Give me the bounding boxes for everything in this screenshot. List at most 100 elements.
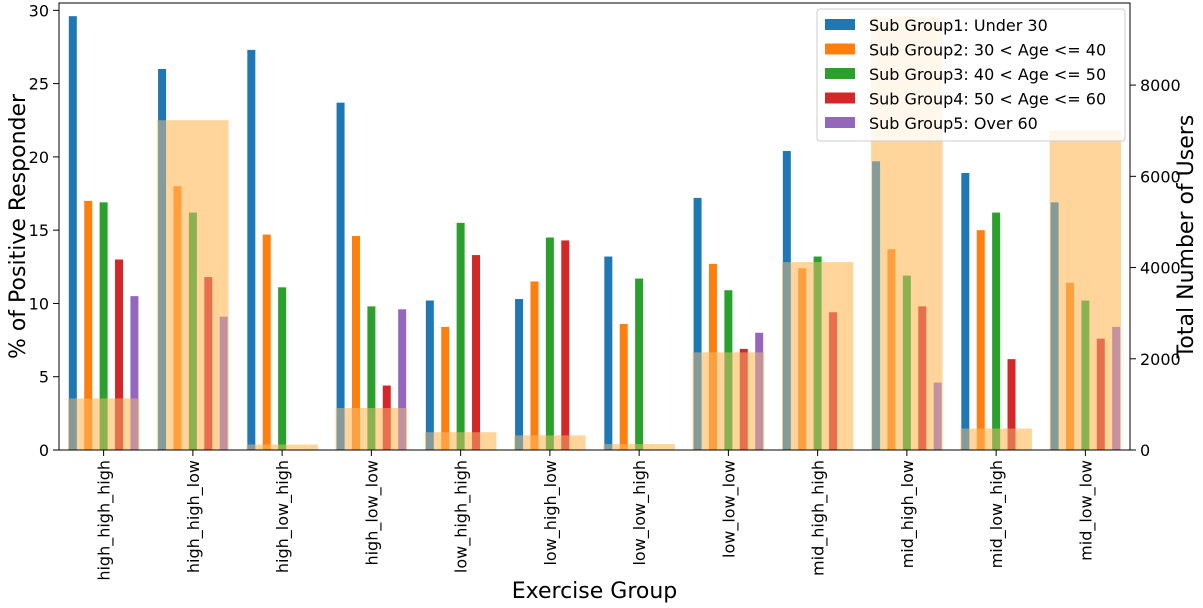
bar-series-2	[976, 230, 985, 450]
bar-series-2	[619, 323, 628, 450]
bar-series-4	[472, 255, 481, 450]
bar-series-4	[739, 348, 748, 450]
bar-series-1	[515, 299, 524, 450]
bar-series-2	[530, 281, 539, 450]
bar-series-3	[813, 256, 822, 450]
bar-series-1	[68, 16, 77, 451]
bar-series-5	[755, 332, 764, 450]
bar-series-1	[604, 256, 613, 450]
bar-series-5	[933, 382, 942, 450]
legend-label: Sub Group4: 50 < Age <= 60	[869, 90, 1106, 109]
y-axis-right: 0 2000 4000 6000 8000	[1130, 76, 1181, 460]
bar-series-1	[425, 300, 434, 450]
bar-series-2	[173, 186, 182, 450]
legend-box	[816, 8, 1126, 142]
bar-series-4	[115, 259, 124, 450]
bar-series-1	[336, 102, 345, 450]
legend: Sub Group1: Under 30 Sub Group2: 30 < Age…	[816, 8, 1126, 142]
y-tick-label: 30	[29, 1, 49, 20]
x-axis-title: Exercise Group	[512, 579, 678, 604]
bar-series-1	[1050, 202, 1059, 450]
x-tick-label: low_low_low	[719, 460, 739, 558]
bar-series-4	[918, 306, 927, 450]
bar-series-4	[1007, 359, 1016, 450]
bar-series-2	[887, 249, 896, 450]
y-tick-label: 20	[29, 148, 49, 167]
bar-series-3	[992, 212, 1001, 450]
bar-series-3	[724, 290, 733, 450]
x-tick-label: low_low_high	[630, 460, 650, 566]
users-bar-overlay	[1049, 130, 1122, 450]
bar-series-1	[961, 173, 970, 450]
users-bar-overlay	[67, 398, 140, 450]
legend-label: Sub Group3: 40 < Age <= 50	[869, 65, 1106, 84]
x-axis: high_high_high high_high_low high_low_high…	[95, 450, 1096, 581]
y2-tick-label: 6000	[1140, 167, 1181, 186]
y2-tick-label: 2000	[1140, 350, 1181, 369]
users-bar-overlay	[157, 120, 229, 450]
x-tick-label: mid_high_high	[809, 460, 829, 576]
x-tick-label: mid_low_high	[987, 460, 1007, 568]
bar-series-2	[1065, 282, 1074, 450]
users-bar-overlay	[960, 428, 1032, 450]
users-bar-overlay	[335, 408, 408, 450]
bar-series-3	[99, 202, 108, 450]
bar-series-3	[545, 237, 554, 450]
bar-series-2	[84, 200, 93, 450]
users-bar-overlay	[692, 352, 765, 450]
bar-series-3	[1081, 300, 1090, 450]
bar-series-3	[635, 278, 644, 450]
x-tick-label: high_high_low	[184, 460, 204, 573]
bar-series-5	[398, 309, 407, 450]
x-tick-label: low_high_low	[541, 460, 561, 566]
legend-swatch	[825, 19, 855, 30]
legend-swatch	[825, 68, 855, 79]
x-tick-label: mid_low_low	[1076, 460, 1096, 561]
users-bar-overlay	[246, 444, 318, 450]
users-bar-overlay	[781, 262, 854, 450]
users-bar-overlay	[424, 432, 497, 450]
y2-tick-label: 4000	[1140, 259, 1181, 278]
legend-label: Sub Group2: 30 < Age <= 40	[869, 41, 1106, 60]
bar-series-2	[351, 236, 360, 450]
x-tick-label: high_high_high	[95, 460, 115, 581]
bar-series-4	[382, 385, 391, 450]
bar-series-3	[278, 287, 287, 450]
legend-label: Sub Group1: Under 30	[869, 16, 1048, 35]
bar-series-3	[188, 212, 197, 450]
bar-series-4	[1096, 338, 1105, 450]
y-axis-left: 0 5 10 15 20 25 30	[29, 1, 59, 460]
y-axis-title: % of Positive Responder	[6, 93, 31, 359]
x-tick-label: high_low_low	[362, 460, 382, 566]
bar-series-5	[219, 316, 228, 450]
y-tick-label: 25	[29, 75, 49, 94]
bar-series-3	[367, 306, 376, 450]
bar-series-1	[872, 161, 881, 450]
bar-series-5	[1112, 326, 1121, 450]
bar-series-1	[247, 49, 256, 450]
bar-series-5	[130, 296, 139, 450]
bar-series-2	[708, 263, 717, 450]
bar-series-1	[782, 151, 791, 450]
bar-series-1	[693, 197, 702, 450]
bar-series-2	[798, 268, 807, 450]
bar-series-4	[829, 312, 838, 450]
bar-series-3	[456, 222, 465, 450]
legend-swatch	[825, 92, 855, 104]
bar-series-3	[902, 275, 911, 450]
x-tick-label: low_high_high	[452, 460, 472, 573]
plot-frame	[58, 2, 1131, 451]
x-tick-label: mid_high_low	[898, 460, 918, 568]
legend-label: Sub Group5: Over 60	[869, 114, 1038, 133]
bar-series-4	[204, 277, 213, 450]
y-tick-label: 10	[29, 294, 49, 313]
y-tick-label: 0	[39, 441, 49, 460]
y2-tick-label: 8000	[1140, 76, 1181, 95]
bar-series-2	[262, 234, 271, 450]
bar-series-1	[158, 68, 167, 451]
y2-tick-label: 0	[1140, 441, 1150, 460]
users-bar-overlay	[514, 435, 586, 450]
users-bar-overlay	[603, 444, 675, 450]
y2-axis-title: Total Number of Users	[1174, 115, 1199, 360]
